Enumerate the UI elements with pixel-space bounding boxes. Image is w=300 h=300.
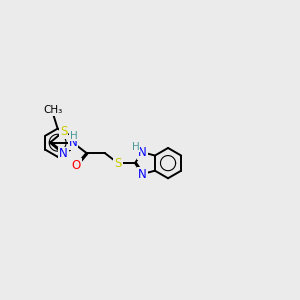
- Text: CH₃: CH₃: [44, 105, 63, 115]
- Text: H: H: [70, 131, 77, 141]
- Text: N: N: [138, 146, 147, 159]
- Text: O: O: [71, 159, 81, 172]
- Text: H: H: [132, 142, 139, 152]
- Text: S: S: [114, 157, 122, 169]
- Text: N: N: [69, 136, 77, 149]
- Text: N: N: [138, 168, 147, 181]
- Text: N: N: [59, 148, 68, 160]
- Text: S: S: [60, 125, 67, 138]
